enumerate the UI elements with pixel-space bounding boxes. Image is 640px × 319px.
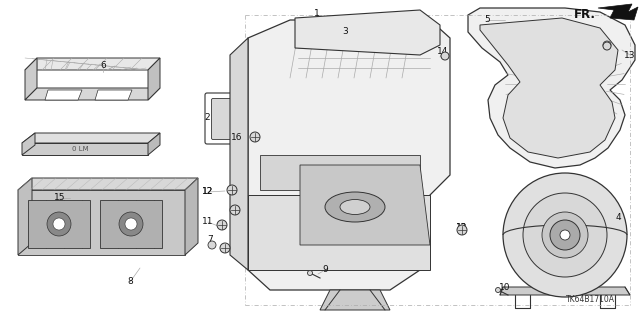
Text: 0 LM: 0 LM bbox=[72, 146, 88, 152]
Polygon shape bbox=[25, 58, 160, 70]
Ellipse shape bbox=[340, 199, 370, 214]
Polygon shape bbox=[100, 200, 162, 248]
Circle shape bbox=[227, 185, 237, 195]
Polygon shape bbox=[25, 58, 37, 100]
Polygon shape bbox=[22, 133, 35, 155]
Text: 2: 2 bbox=[204, 114, 210, 122]
Polygon shape bbox=[260, 155, 420, 190]
Text: 12: 12 bbox=[456, 224, 468, 233]
Circle shape bbox=[503, 173, 627, 297]
Polygon shape bbox=[248, 20, 450, 290]
FancyBboxPatch shape bbox=[211, 99, 237, 139]
Text: 15: 15 bbox=[54, 194, 66, 203]
Text: 12: 12 bbox=[202, 188, 214, 197]
Text: 12: 12 bbox=[202, 188, 214, 197]
Polygon shape bbox=[22, 143, 148, 155]
Ellipse shape bbox=[325, 192, 385, 222]
Circle shape bbox=[307, 271, 312, 276]
Polygon shape bbox=[320, 290, 390, 310]
Polygon shape bbox=[25, 88, 160, 100]
Text: 3: 3 bbox=[342, 27, 348, 36]
Text: 12: 12 bbox=[456, 224, 468, 233]
Circle shape bbox=[495, 287, 500, 293]
Circle shape bbox=[560, 230, 570, 240]
Polygon shape bbox=[18, 190, 185, 255]
Circle shape bbox=[53, 218, 65, 230]
Circle shape bbox=[47, 212, 71, 236]
Circle shape bbox=[220, 243, 230, 253]
Circle shape bbox=[217, 220, 227, 230]
Circle shape bbox=[119, 212, 143, 236]
Text: 5: 5 bbox=[484, 16, 490, 25]
Circle shape bbox=[550, 220, 580, 250]
Text: 8: 8 bbox=[127, 278, 133, 286]
Text: 6: 6 bbox=[100, 61, 106, 70]
Polygon shape bbox=[28, 200, 90, 248]
Polygon shape bbox=[500, 287, 630, 295]
Text: 11: 11 bbox=[202, 218, 214, 226]
Polygon shape bbox=[295, 10, 440, 55]
Polygon shape bbox=[148, 58, 160, 100]
Polygon shape bbox=[95, 90, 132, 100]
Polygon shape bbox=[468, 8, 635, 168]
Polygon shape bbox=[22, 133, 160, 143]
Polygon shape bbox=[45, 90, 82, 100]
Polygon shape bbox=[185, 178, 198, 255]
Text: 4: 4 bbox=[615, 213, 621, 222]
Circle shape bbox=[523, 193, 607, 277]
Polygon shape bbox=[480, 18, 618, 158]
Circle shape bbox=[441, 52, 449, 60]
Circle shape bbox=[208, 241, 216, 249]
Circle shape bbox=[603, 42, 611, 50]
Text: 16: 16 bbox=[231, 133, 243, 143]
Circle shape bbox=[603, 41, 611, 49]
Polygon shape bbox=[248, 195, 430, 270]
Circle shape bbox=[457, 225, 467, 235]
Polygon shape bbox=[300, 165, 430, 245]
Polygon shape bbox=[598, 4, 638, 20]
FancyBboxPatch shape bbox=[205, 93, 244, 144]
Text: 14: 14 bbox=[437, 48, 449, 56]
Circle shape bbox=[125, 218, 137, 230]
Text: 10: 10 bbox=[499, 284, 511, 293]
Text: TK64B1710A: TK64B1710A bbox=[566, 295, 614, 305]
Polygon shape bbox=[18, 178, 198, 190]
Circle shape bbox=[230, 205, 240, 215]
Circle shape bbox=[542, 212, 588, 258]
Text: 1: 1 bbox=[314, 10, 320, 19]
Polygon shape bbox=[18, 178, 32, 255]
Text: 7: 7 bbox=[207, 235, 213, 244]
Polygon shape bbox=[148, 133, 160, 155]
Text: 9: 9 bbox=[322, 265, 328, 275]
Text: FR.: FR. bbox=[574, 8, 596, 20]
Polygon shape bbox=[230, 38, 248, 270]
Text: 13: 13 bbox=[624, 50, 636, 60]
Circle shape bbox=[250, 132, 260, 142]
